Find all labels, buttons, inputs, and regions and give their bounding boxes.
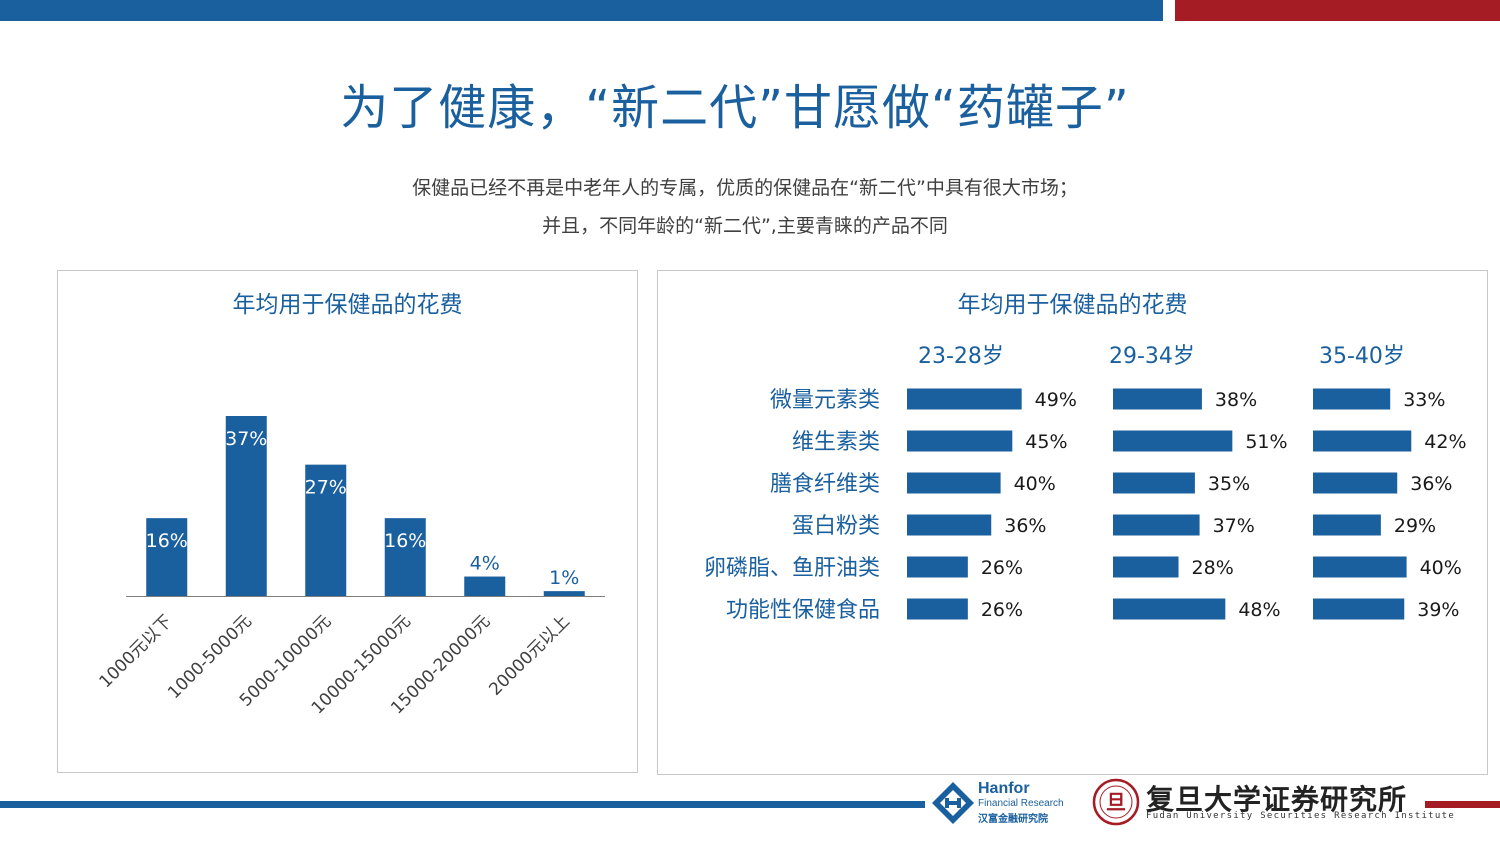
spending-bar-chart: 16%1000元以下37%1000-5000元27%5000-10000元16%… xyxy=(95,416,605,718)
bar-value-label: 39% xyxy=(1417,599,1459,621)
hanfor-emblem-icon xyxy=(932,782,974,824)
bar xyxy=(1113,514,1200,536)
bar xyxy=(146,518,188,596)
x-tick-label: 1000元以下 xyxy=(95,611,176,692)
bar xyxy=(1313,472,1398,494)
bar-value-label: 37% xyxy=(1213,515,1255,537)
bottom-blue-bar xyxy=(0,801,925,808)
bar xyxy=(907,514,992,536)
bar xyxy=(907,430,1013,452)
bottom-red-bar xyxy=(1425,801,1500,808)
category-label: 卵磷脂、鱼肝油类 xyxy=(704,556,880,581)
bar-value-label: 27% xyxy=(305,477,347,499)
subtitle-line-1: 保健品已经不再是中老年人的专属，优质的保健品在“新二代”中具有很大市场； xyxy=(412,177,1078,199)
bar xyxy=(907,472,1001,494)
bar xyxy=(1113,556,1179,578)
category-label: 功能性保健食品 xyxy=(726,598,880,623)
category-label: 膳食纤维类 xyxy=(770,472,880,497)
top-red-bar xyxy=(1175,0,1500,21)
bar xyxy=(1113,430,1233,452)
bar xyxy=(1313,430,1412,452)
product-preference-title: 年均用于保健品的花费 xyxy=(957,292,1188,318)
bar xyxy=(543,591,585,596)
bar xyxy=(1113,388,1202,410)
category-label: 蛋白粉类 xyxy=(792,514,880,539)
fudan-logo: 旦 复旦大学证券研究所 Fudan University Securities … xyxy=(1090,776,1454,828)
bar xyxy=(1313,598,1405,620)
bar-value-label: 40% xyxy=(1420,557,1462,579)
bar xyxy=(1313,556,1407,578)
bar-value-label: 40% xyxy=(1014,473,1056,495)
bar-value-label: 33% xyxy=(1403,389,1445,411)
bar-value-label: 45% xyxy=(1025,431,1067,453)
product-preference-panel: 年均用于保健品的花费 23-28岁 29-34岁 35-40岁微量元素类 49% 38%… xyxy=(657,270,1488,775)
bar-value-label: 49% xyxy=(1035,389,1077,411)
bar-value-label: 42% xyxy=(1424,431,1466,453)
bar-value-label: 35% xyxy=(1208,473,1250,495)
hanfor-sub: Financial Research xyxy=(978,798,1064,809)
fudan-seal-icon: 旦 xyxy=(1092,778,1140,826)
slide-title: 为了健康，“新二代”甘愿做“药罐子” xyxy=(340,80,1130,136)
hanfor-cn: 汉富金融研究院 xyxy=(978,814,1048,825)
bar-value-label: 28% xyxy=(1192,557,1234,579)
bar-value-label: 51% xyxy=(1245,431,1287,453)
category-label: 微量元素类 xyxy=(770,388,880,413)
bar xyxy=(225,416,267,596)
bar xyxy=(907,556,968,578)
bar-value-label: 37% xyxy=(225,428,267,450)
bar-value-label: 29% xyxy=(1394,515,1436,537)
x-tick-label: 20000元以上 xyxy=(485,611,573,699)
bar-value-label: 48% xyxy=(1238,599,1280,621)
bar-value-label: 26% xyxy=(981,557,1023,579)
age-group-header: 23-28岁 xyxy=(918,344,1004,369)
bar xyxy=(464,576,506,596)
top-blue-bar xyxy=(0,0,1163,21)
bar-value-label: 16% xyxy=(384,530,426,552)
bar xyxy=(907,598,968,620)
age-group-header: 29-34岁 xyxy=(1109,344,1195,369)
bar-value-label: 26% xyxy=(981,599,1023,621)
bar-value-label: 36% xyxy=(1410,473,1452,495)
bar-value-label: 38% xyxy=(1215,389,1257,411)
subtitle-line-2: 并且，不同年龄的“新二代”,主要青睐的产品不同 xyxy=(542,215,948,237)
category-label: 维生素类 xyxy=(792,430,880,455)
bar xyxy=(1313,514,1381,536)
hanfor-name: Hanfor xyxy=(978,780,1030,797)
fudan-cn-name: 复旦大学证券研究所 xyxy=(1146,783,1408,816)
bar xyxy=(384,518,426,596)
age-group-header: 35-40岁 xyxy=(1319,344,1405,369)
bar xyxy=(1113,598,1226,620)
bar-value-label: 36% xyxy=(1004,515,1046,537)
bar xyxy=(1313,388,1391,410)
bar xyxy=(907,388,1022,410)
hanfor-logo: Hanfor Financial Research 汉富金融研究院 xyxy=(928,778,1088,826)
fudan-en-name: Fudan University Securities Research Ins… xyxy=(1146,811,1456,821)
spending-chart-panel: 年均用于保健品的花费 16% 1000元以下 37% 1000-5000元 27% 500… xyxy=(57,270,638,773)
svg-text:旦: 旦 xyxy=(1106,790,1126,814)
bar xyxy=(1113,472,1195,494)
bar-value-label: 1% xyxy=(549,567,579,589)
bar xyxy=(305,464,347,596)
spending-chart-title: 年均用于保健品的花费 xyxy=(232,292,463,318)
bar-value-label: 4% xyxy=(470,553,500,575)
bar-value-label: 16% xyxy=(146,530,188,552)
